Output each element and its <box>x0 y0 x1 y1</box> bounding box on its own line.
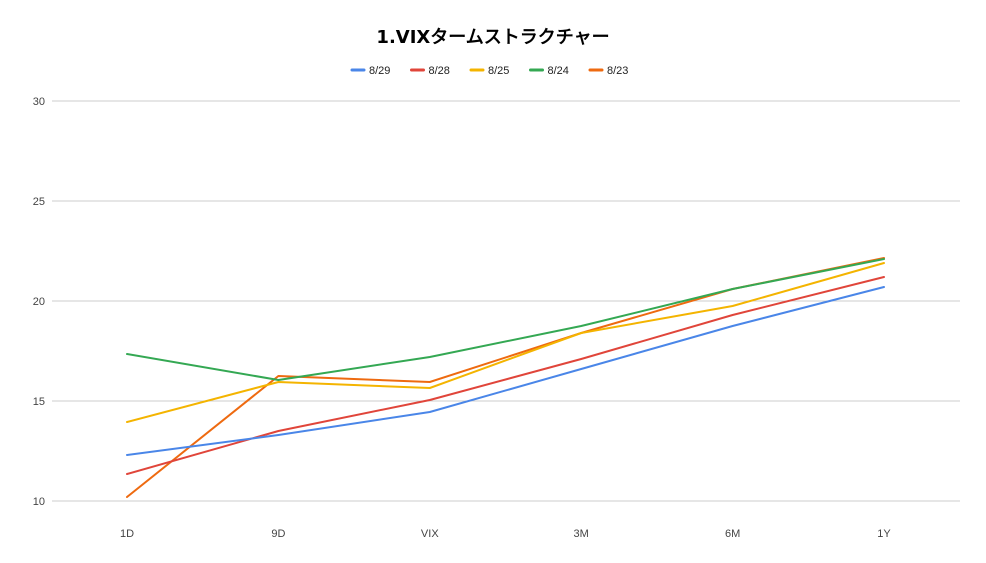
legend-item[interactable]: 8/29 <box>350 65 390 77</box>
x-tick-label: 9D <box>271 528 285 540</box>
x-tick-label: 6M <box>725 528 740 540</box>
x-tick-label: 3M <box>574 528 589 540</box>
series-line-8-25[interactable] <box>126 262 885 423</box>
y-tick-label: 10 <box>33 496 45 508</box>
legend-item[interactable]: 8/23 <box>588 65 628 77</box>
legend-label: 8/23 <box>607 65 628 77</box>
legend-item[interactable]: 8/25 <box>469 65 509 77</box>
legend-label: 8/29 <box>369 65 390 77</box>
y-axis-ticks: 10 15 20 25 30 <box>33 96 45 508</box>
series-line-8-28[interactable] <box>126 276 885 475</box>
grid <box>52 100 960 502</box>
x-tick-label: VIX <box>421 528 439 540</box>
series-line-8-29[interactable] <box>126 286 885 456</box>
series-line-8-23[interactable] <box>126 257 885 498</box>
legend-label: 8/25 <box>488 65 509 77</box>
y-tick-label: 20 <box>33 296 45 308</box>
x-tick-label: 1D <box>120 528 134 540</box>
series-line-8-24[interactable] <box>126 258 885 381</box>
y-tick-label: 25 <box>33 196 45 208</box>
y-tick-label: 15 <box>33 396 45 408</box>
series-group <box>126 257 885 498</box>
legend-label: 8/24 <box>548 65 569 77</box>
x-axis-ticks: 1D 9D VIX 3M 6M 1Y <box>120 528 891 540</box>
legend-item[interactable]: 8/28 <box>410 65 450 77</box>
legend-label: 8/28 <box>429 65 450 77</box>
x-tick-label: 1Y <box>877 528 891 540</box>
legend: 8/29 8/28 8/25 8/24 8/23 <box>350 65 628 77</box>
chart-title: 1.VIXタームストラクチャー <box>376 27 609 48</box>
legend-item[interactable]: 8/24 <box>529 65 569 77</box>
y-tick-label: 30 <box>33 96 45 108</box>
